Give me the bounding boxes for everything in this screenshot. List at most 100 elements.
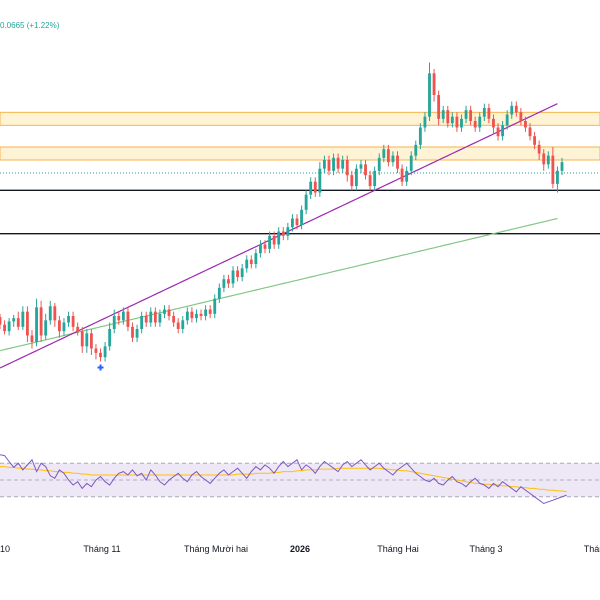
candle-body <box>386 149 390 163</box>
candle-body <box>441 110 445 119</box>
x-tick-label: 2026 <box>290 544 310 554</box>
candle-body <box>391 155 395 163</box>
candle-body <box>25 311 29 336</box>
candle-body <box>368 175 372 186</box>
candle-body <box>300 209 303 225</box>
candle-body <box>400 168 404 182</box>
candle-body <box>450 116 454 124</box>
candle-body <box>345 160 349 176</box>
candle-body <box>327 160 331 171</box>
candle-body <box>195 313 198 319</box>
candle-body <box>295 218 299 225</box>
candle-body <box>473 121 477 128</box>
candle-body <box>176 322 180 329</box>
candle-body <box>277 231 281 245</box>
candle-body <box>222 279 226 288</box>
candle-body <box>217 287 221 299</box>
candle-body <box>149 311 153 323</box>
candle-body <box>30 335 34 342</box>
rsi-line <box>0 454 567 505</box>
candle-body <box>377 157 381 171</box>
candle-body <box>126 311 130 327</box>
price-change-text: 0.0665 (+1.22%) <box>0 21 60 30</box>
candle-body <box>409 155 413 171</box>
candle-body <box>469 110 473 121</box>
candle-body <box>53 306 57 321</box>
rsi-band <box>0 463 600 497</box>
candle-body <box>359 164 363 169</box>
candle-body <box>556 170 559 184</box>
candle-body <box>437 95 441 119</box>
candle-body <box>560 162 564 171</box>
candle-body <box>172 316 176 323</box>
candle-body <box>144 316 148 323</box>
candle-body <box>272 235 276 245</box>
candle-body <box>62 322 66 332</box>
candle-body <box>336 157 340 169</box>
candle-body <box>396 155 399 169</box>
candle-body <box>163 309 166 314</box>
price-change-label: 0.0665 (+1.22%) <box>0 21 59 30</box>
candle-body <box>35 307 38 342</box>
candle-body <box>268 235 271 249</box>
candle-body <box>432 73 436 95</box>
candle-body <box>510 105 514 115</box>
candle-body <box>44 320 48 336</box>
candle-body <box>185 311 189 321</box>
candle-body <box>140 316 144 329</box>
candle-body <box>80 331 84 347</box>
candle-body <box>286 227 290 236</box>
candle-body <box>213 298 217 314</box>
candle-body <box>103 346 107 358</box>
candle-body <box>423 116 427 128</box>
candle-body <box>350 175 354 186</box>
x-tick-label: Tháng 3 <box>469 544 502 554</box>
candle-body <box>373 170 377 186</box>
rsi-ma-line <box>0 466 567 493</box>
candle-body <box>245 259 249 269</box>
candle-body <box>418 127 422 145</box>
candle-body <box>354 168 358 186</box>
candle-body <box>291 218 294 228</box>
candle-body <box>281 231 285 236</box>
candle-body <box>249 259 253 264</box>
candle-body <box>528 127 532 137</box>
candle-body <box>39 307 43 336</box>
candle-body <box>332 157 335 171</box>
candle-body <box>121 311 125 321</box>
candle-body <box>135 329 139 338</box>
candle-body <box>487 108 491 119</box>
candle-body <box>501 125 505 137</box>
x-tick-label: 10 <box>0 544 10 554</box>
candle-body <box>546 155 550 165</box>
candle-body <box>112 316 116 329</box>
candle-body <box>428 73 431 117</box>
candle-body <box>76 326 80 332</box>
candle-body <box>533 136 537 145</box>
candle-body <box>57 320 61 332</box>
candle-body <box>108 329 112 347</box>
candle-body <box>460 118 463 128</box>
candle-body <box>12 318 16 322</box>
candle-body <box>551 155 555 184</box>
candle-body <box>318 168 322 193</box>
candle-body <box>322 160 326 169</box>
candle-body <box>254 253 258 264</box>
candle-body <box>304 194 308 210</box>
candle-body <box>89 333 93 349</box>
resistance-zone-1 <box>0 111 600 126</box>
x-tick-label: Thán <box>584 544 600 554</box>
resistance-zone-2 <box>0 146 600 161</box>
candle-body <box>204 309 208 316</box>
x-tick-label: Tháng 11 <box>83 544 120 554</box>
candle-body <box>99 352 102 358</box>
candle-body <box>492 118 495 128</box>
x-tick-label: Tháng Hai <box>377 544 419 554</box>
candle-body <box>167 309 171 316</box>
candle-body <box>313 181 317 193</box>
candle-body <box>478 116 482 128</box>
marker-cross <box>97 364 104 371</box>
candle-body <box>48 306 52 321</box>
